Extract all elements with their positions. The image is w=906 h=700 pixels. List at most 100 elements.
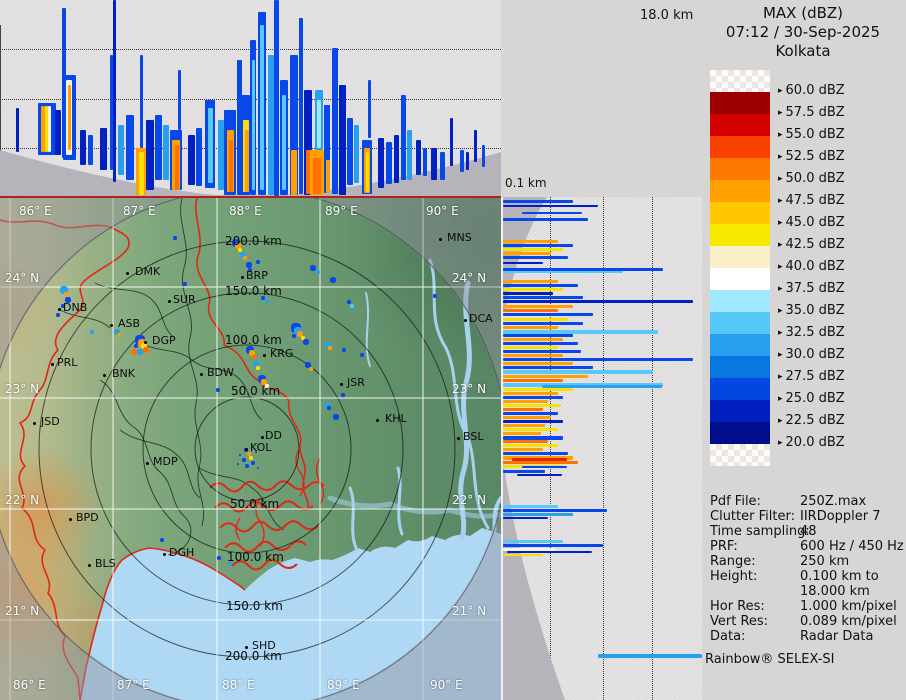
echo-bar	[290, 55, 298, 195]
echo-bar	[332, 48, 338, 194]
legend-color-swatch	[710, 422, 770, 444]
echo-bar	[304, 90, 312, 195]
echo-bar	[431, 148, 437, 180]
echo-bar	[474, 130, 477, 162]
legend-value-text: 22.5 dBZ	[785, 413, 845, 428]
station-dot	[33, 422, 36, 425]
station-dot	[168, 300, 171, 303]
storm-cell-echo	[114, 329, 120, 335]
echo-bar	[245, 130, 249, 192]
echo-bar	[503, 444, 558, 447]
storm-cell-echo	[173, 236, 177, 240]
legend-value-text: 32.5 dBZ	[785, 325, 845, 340]
storm-cell-echo	[350, 304, 354, 308]
echo-bar	[113, 0, 116, 182]
echo-bar	[503, 436, 563, 440]
echo-bar	[324, 105, 330, 193]
metadata-value: 250 km	[800, 554, 850, 569]
echo-bar	[503, 416, 551, 419]
echo-bar	[45, 106, 48, 152]
legend-tick-arrow: ▸	[778, 284, 783, 294]
legend-color-swatch	[710, 356, 770, 378]
storm-cell-echo	[245, 464, 249, 468]
storm-cell-echo	[217, 556, 221, 560]
station-label: DGP	[152, 334, 176, 347]
metadata-value: 48	[800, 524, 817, 539]
echo-bar	[41, 106, 45, 152]
range-ring-label: 100.0 km	[225, 333, 282, 347]
legend-value-label: ▸ 35.0 dBZ	[778, 303, 845, 318]
legend-tick-arrow: ▸	[778, 350, 783, 360]
echo-bar	[503, 379, 563, 382]
station-dot	[245, 646, 248, 649]
legend-tick-arrow: ▸	[778, 306, 783, 316]
echo-bar	[507, 551, 592, 553]
echo-bar	[503, 461, 578, 464]
legend-value-label: ▸ 57.5 dBZ	[778, 105, 845, 120]
station-dot	[144, 341, 147, 344]
legend-value-text: 45.0 dBZ	[785, 215, 845, 230]
echo-bar	[80, 130, 86, 165]
echo-bar	[386, 142, 392, 184]
station-dot	[110, 324, 113, 327]
storm-cell-echo	[117, 333, 121, 337]
storm-cell-echo	[261, 379, 267, 385]
echo-bar	[503, 262, 543, 264]
storm-cell-echo	[327, 406, 331, 410]
echo-bar	[237, 60, 242, 195]
map-echo-layer	[0, 198, 501, 700]
storm-cell-echo	[253, 361, 259, 367]
echo-bar	[503, 284, 578, 287]
sea-area	[78, 528, 501, 700]
metadata-value: 250Z.max	[800, 494, 867, 509]
echo-bar	[503, 404, 561, 407]
metadata-label: Clutter Filter:	[710, 509, 795, 524]
echo-bar	[218, 120, 224, 190]
echo-bar	[503, 346, 558, 349]
legend-value-label: ▸ 40.0 dBZ	[778, 259, 845, 274]
legend-value-text: 60.0 dBZ	[785, 83, 845, 98]
echo-bar	[503, 432, 541, 435]
legend-color-swatch	[710, 290, 770, 312]
station-dot	[69, 518, 72, 521]
legend-value-label: ▸ 27.5 dBZ	[778, 369, 845, 384]
legend-value-text: 25.0 dBZ	[785, 391, 845, 406]
longitude-label: 88° E	[229, 204, 262, 218]
storm-cell-echo	[228, 562, 232, 566]
storm-cell-echo	[61, 304, 65, 308]
echo-bar	[503, 218, 588, 221]
echo-bar	[423, 148, 427, 176]
legend-value-label: ▸ 25.0 dBZ	[778, 391, 845, 406]
station-label: ASB	[118, 317, 141, 330]
legend-value-label: ▸ 52.5 dBZ	[778, 149, 845, 164]
station-dot	[51, 363, 54, 366]
echo-bar	[503, 326, 558, 329]
storm-cell-echo	[239, 454, 241, 456]
station-label: KOL	[250, 441, 272, 454]
echo-bar	[503, 554, 543, 556]
legend-color-swatch	[710, 158, 770, 180]
metadata-value: 1.000 km/pixel	[800, 599, 897, 614]
storm-cell-echo	[324, 402, 330, 408]
echo-bar	[394, 135, 399, 183]
echo-bar	[306, 150, 311, 194]
storm-cell-echo	[235, 243, 241, 249]
echo-bar	[503, 358, 693, 361]
latitude-label: 22° N	[5, 493, 40, 507]
scan-metadata-block: Pdf File: 250Z.max Clutter Filter: IIRDoppl…	[700, 488, 906, 700]
station-label: JSD	[41, 415, 60, 428]
longitude-label: 87° E	[117, 678, 150, 692]
echo-bar	[503, 424, 545, 427]
station-label: BLS	[95, 557, 116, 570]
latitude-label: 23° N	[5, 382, 40, 396]
station-dot	[439, 238, 442, 241]
range-ring-label: 50.0 km	[230, 497, 280, 511]
echo-bar	[503, 280, 558, 283]
station-dot	[58, 308, 61, 311]
station-dot	[261, 436, 264, 439]
station-dot	[146, 462, 149, 465]
latitude-label: 21° N	[452, 604, 487, 618]
storm-cell-echo	[292, 334, 296, 338]
storm-cell-echo	[243, 256, 247, 260]
echo-bar	[503, 505, 558, 508]
